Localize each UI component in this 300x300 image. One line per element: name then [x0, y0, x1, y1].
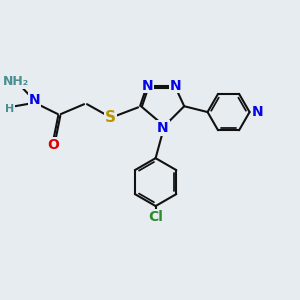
Text: N: N	[29, 92, 40, 106]
Text: Cl: Cl	[148, 210, 163, 224]
Text: N: N	[252, 105, 263, 119]
Text: N: N	[142, 79, 153, 92]
Text: NH₂: NH₂	[2, 75, 28, 88]
Text: H: H	[5, 104, 14, 114]
Text: N: N	[157, 121, 169, 134]
Text: S: S	[105, 110, 116, 125]
Text: N: N	[169, 79, 181, 92]
Text: O: O	[47, 138, 59, 152]
